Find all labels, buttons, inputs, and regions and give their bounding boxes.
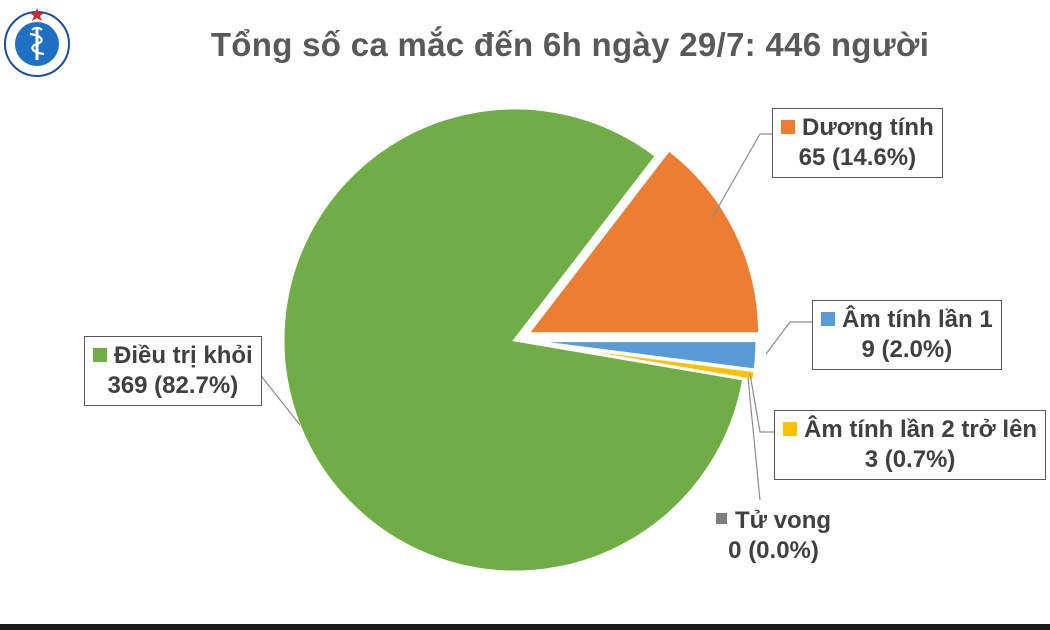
ministry-of-health-logo-icon	[4, 8, 70, 77]
chart-title: Tổng số ca mắc đến 6h ngày 29/7: 446 ngư…	[210, 26, 930, 63]
label-name: Tử vong	[735, 507, 832, 534]
bottom-bar	[0, 624, 1050, 630]
data-label-am-tinh-lan-1: Âm tính lần 1 9 (2.0%)	[812, 300, 1002, 370]
label-value: 9 (2.0%)	[861, 336, 953, 363]
pie-slice-duong-tinh	[524, 147, 762, 336]
leader-line-duong-tinh	[711, 133, 772, 219]
label-value: 0 (0.0%)	[728, 537, 819, 564]
swatch-tu-vong	[716, 513, 727, 525]
label-name: Dương tính	[802, 114, 934, 141]
label-value: 3 (0.7%)	[864, 446, 956, 473]
label-name: Âm tính lần 1	[842, 306, 993, 333]
label-value: 369 (82.7%)	[107, 372, 239, 399]
data-label-dieu-tri-khoi: Điều trị khỏi 369 (82.7%)	[84, 336, 262, 406]
leader-line-am-tinh-lan-2	[749, 373, 774, 433]
swatch-am-tinh-lan-1	[821, 311, 835, 326]
swatch-duong-tinh	[781, 119, 795, 134]
data-label-am-tinh-lan-2: Âm tính lần 2 trở lên 3 (0.7%)	[774, 410, 1047, 480]
leader-line-am-tinh-lan-1	[765, 321, 812, 355]
label-value: 65 (14.6%)	[798, 144, 917, 171]
label-name: Điều trị khỏi	[114, 342, 253, 369]
data-label-duong-tinh: Dương tính 65 (14.6%)	[772, 108, 943, 178]
leader-line-tu-vong	[747, 377, 761, 501]
label-name: Âm tính lần 2 trở lên	[804, 416, 1038, 443]
swatch-dieu-tri-khoi	[93, 347, 107, 362]
data-label-tu-vong: Tử vong 0 (0.0%)	[716, 506, 831, 566]
swatch-am-tinh-lan-2	[783, 421, 797, 436]
leader-line-dieu-tri-khoi	[257, 371, 301, 426]
